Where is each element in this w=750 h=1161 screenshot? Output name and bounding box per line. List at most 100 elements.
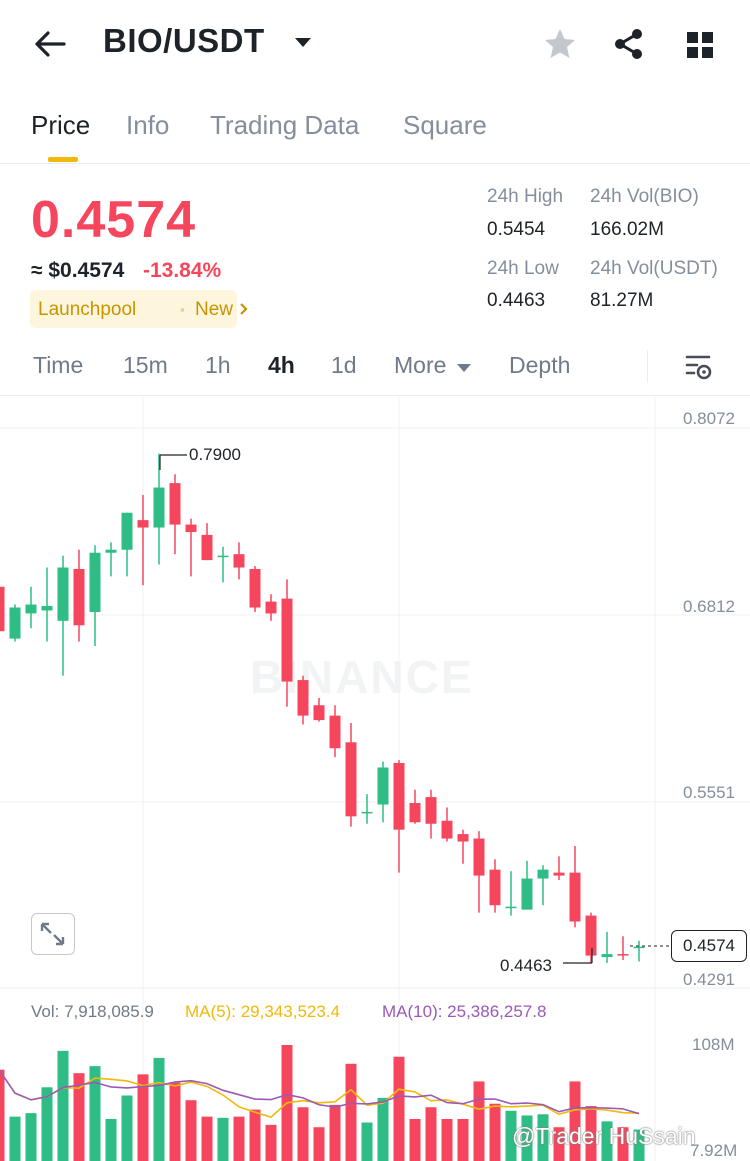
low-value: 0.4463 bbox=[487, 290, 546, 311]
candle-body bbox=[585, 915, 597, 956]
volume-bar bbox=[489, 1103, 501, 1161]
share-button[interactable] bbox=[611, 26, 647, 62]
layout-button[interactable] bbox=[685, 30, 715, 60]
last-price: 0.4574 bbox=[31, 191, 197, 249]
volume-bar bbox=[89, 1066, 101, 1161]
volume-y-label-top: 108M bbox=[692, 1035, 735, 1054]
candle-body bbox=[25, 604, 37, 614]
volume-bar bbox=[41, 1087, 53, 1161]
volume-bar bbox=[0, 1069, 5, 1161]
candle-body bbox=[185, 524, 197, 532]
volume-bar bbox=[25, 1113, 37, 1161]
candle-body bbox=[569, 872, 581, 922]
candle-body bbox=[105, 549, 117, 553]
volume-y-label-bottom: 7.92M bbox=[690, 1141, 738, 1160]
vol-bio-label: 24h Vol(BIO) bbox=[590, 186, 699, 207]
candle-body bbox=[281, 598, 293, 682]
volume-bar bbox=[345, 1063, 357, 1161]
volume-bar bbox=[601, 1121, 613, 1161]
candle-body bbox=[553, 872, 565, 876]
candle-body bbox=[361, 811, 373, 814]
y-axis-label-3: 0.5551 bbox=[683, 783, 735, 802]
candle-body bbox=[73, 568, 85, 626]
volume-bar bbox=[249, 1109, 261, 1161]
candles-group bbox=[0, 453, 645, 963]
high-label: 24h High bbox=[487, 186, 564, 207]
candle-body bbox=[601, 954, 613, 958]
candle-body bbox=[265, 601, 277, 614]
volume-bar bbox=[393, 1056, 405, 1161]
high-marker-leader bbox=[159, 454, 187, 470]
volume-ma5-line bbox=[0, 1069, 640, 1119]
volume-bar bbox=[617, 1127, 629, 1161]
fullscreen-button[interactable] bbox=[31, 913, 75, 955]
volume-bar bbox=[9, 1116, 21, 1161]
vol-usdt-label: 24h Vol(USDT) bbox=[590, 258, 718, 279]
tab-square[interactable]: Square bbox=[403, 110, 487, 140]
volume-bar bbox=[313, 1127, 325, 1161]
chevron-right-icon bbox=[240, 303, 248, 315]
pair-selector[interactable] bbox=[292, 34, 314, 50]
volume-bar bbox=[297, 1107, 309, 1161]
volume-bar bbox=[505, 1110, 517, 1161]
volume-bar bbox=[169, 1082, 181, 1161]
pair-title[interactable]: BIO/USDT bbox=[103, 22, 265, 59]
volume-bar bbox=[265, 1124, 277, 1161]
chart-settings-icon bbox=[685, 355, 712, 380]
volume-bar bbox=[73, 1073, 85, 1161]
candle-body bbox=[121, 512, 133, 550]
tf-time[interactable]: Time bbox=[33, 352, 84, 378]
volume-bar bbox=[217, 1117, 229, 1161]
candle-body bbox=[505, 906, 517, 909]
volume-bar bbox=[201, 1116, 213, 1161]
active-tab-indicator bbox=[48, 157, 78, 162]
tf-depth[interactable]: Depth bbox=[509, 352, 571, 378]
volume-bar bbox=[329, 1104, 341, 1161]
volume-bar bbox=[521, 1115, 533, 1161]
candle-body bbox=[377, 767, 389, 805]
volume-bars-group bbox=[0, 1045, 645, 1161]
tab-price[interactable]: Price bbox=[31, 110, 91, 140]
volume-bar bbox=[569, 1081, 581, 1161]
more-caret-down-icon bbox=[457, 364, 471, 372]
candle-body bbox=[201, 534, 213, 561]
expand-icon bbox=[40, 922, 65, 946]
volume-bar bbox=[473, 1081, 485, 1161]
back-button[interactable] bbox=[30, 26, 70, 62]
volume-bar bbox=[137, 1074, 149, 1161]
candlestick-chart[interactable] bbox=[0, 395, 750, 1161]
tab-trading-data[interactable]: Trading Data bbox=[210, 110, 360, 140]
tf-1d[interactable]: 1d bbox=[331, 352, 357, 378]
volume-bar bbox=[105, 1118, 117, 1161]
volume-bar bbox=[377, 1097, 389, 1161]
tf-more[interactable]: More bbox=[394, 352, 447, 378]
badge-launchpool-label: Launchpool bbox=[38, 299, 137, 320]
high-marker-label: 0.7900 bbox=[189, 445, 241, 464]
current-price-tag: 0.4574 bbox=[671, 930, 747, 962]
candle-body bbox=[153, 487, 165, 528]
tf-1h[interactable]: 1h bbox=[205, 352, 231, 378]
candle-body bbox=[0, 586, 5, 632]
volume-bar bbox=[361, 1122, 373, 1161]
candle-body bbox=[89, 552, 101, 612]
grid-icon bbox=[687, 32, 713, 58]
volume-ma10: MA(10): 25,386,257.8 bbox=[382, 1002, 547, 1021]
tf-15m[interactable]: 15m bbox=[123, 352, 168, 378]
candle-body bbox=[633, 946, 645, 949]
candle-body bbox=[345, 742, 357, 817]
volume-ma10-line bbox=[0, 1069, 640, 1115]
vol-usdt-value: 81.27M bbox=[590, 290, 654, 311]
candle-body bbox=[393, 763, 405, 830]
share-icon bbox=[615, 29, 642, 59]
candle-body bbox=[297, 680, 309, 716]
tf-4h[interactable]: 4h bbox=[268, 352, 295, 378]
volume-bar bbox=[585, 1106, 597, 1161]
launchpool-badge[interactable]: Launchpool ▪ New bbox=[30, 290, 248, 328]
candle-body bbox=[425, 797, 437, 824]
chart-settings-button[interactable] bbox=[684, 352, 714, 382]
favorite-button[interactable] bbox=[542, 26, 578, 62]
volume-bar bbox=[233, 1116, 245, 1161]
volume-bar bbox=[425, 1107, 437, 1161]
volume-bar bbox=[121, 1095, 133, 1161]
tab-info[interactable]: Info bbox=[126, 110, 170, 140]
